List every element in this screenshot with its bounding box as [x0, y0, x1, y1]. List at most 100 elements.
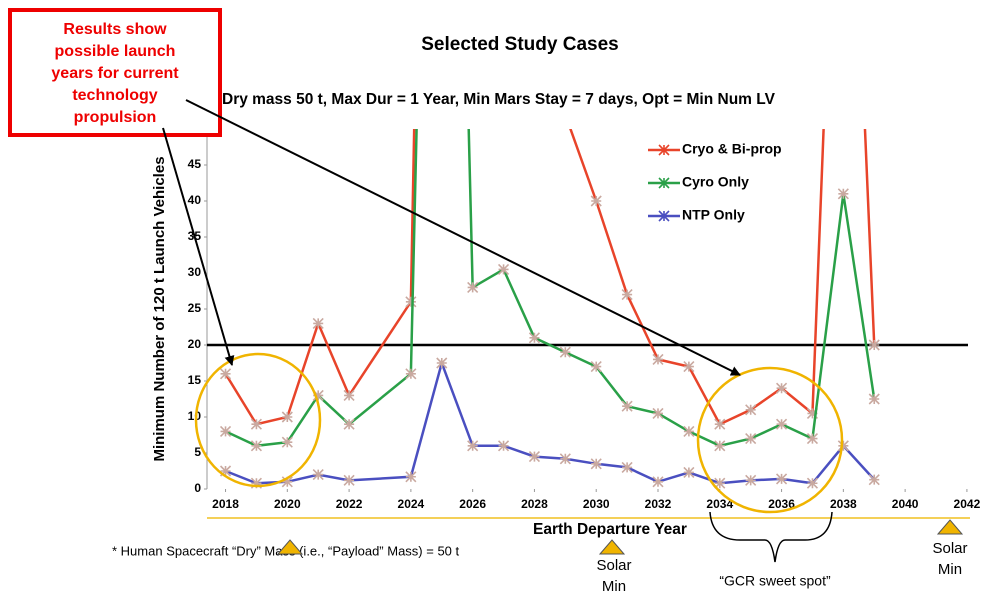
point-marker	[312, 317, 324, 329]
point-marker	[837, 440, 849, 452]
point-marker	[250, 440, 262, 452]
point-marker	[868, 339, 880, 351]
point-marker	[497, 440, 510, 452]
y-tick-label: 25	[188, 301, 202, 315]
x-tick-label: 2030	[583, 497, 610, 511]
x-tick-label: 2026	[459, 497, 486, 511]
point-marker	[745, 474, 757, 486]
point-marker	[528, 451, 541, 463]
point-marker	[312, 389, 324, 401]
point-marker	[559, 453, 571, 465]
point-marker	[343, 418, 355, 430]
point-marker	[405, 296, 417, 308]
series-line	[224, 129, 876, 426]
point-marker	[560, 110, 570, 120]
x-tick-label: 2018	[212, 497, 239, 511]
point-marker	[837, 188, 849, 200]
legend-label: Cryo & Bi-prop	[682, 141, 782, 157]
point-marker	[497, 263, 510, 275]
point-marker	[467, 281, 479, 293]
legend-label: NTP Only	[682, 207, 745, 223]
point-marker	[250, 418, 262, 430]
point-marker	[714, 418, 726, 430]
point-marker	[652, 407, 664, 419]
point-marker	[621, 289, 633, 301]
legend-marker	[658, 144, 670, 156]
arrow	[162, 127, 235, 366]
callout-text: technology	[72, 87, 157, 104]
point-marker	[281, 411, 293, 423]
point-marker	[436, 357, 448, 369]
point-marker	[714, 477, 726, 489]
y-tick-label: 20	[188, 337, 202, 351]
y-tick-label: 45	[188, 157, 202, 171]
point-marker	[590, 195, 602, 207]
x-tick-label: 2028	[521, 497, 548, 511]
solar-min-label: Min	[602, 578, 626, 595]
point-marker	[745, 404, 757, 416]
solar-min-triangle	[276, 539, 304, 555]
point-marker	[652, 353, 664, 365]
callout-box	[8, 8, 222, 137]
y-tick-label: 15	[188, 373, 202, 387]
point-marker	[745, 433, 757, 445]
series-group	[219, 110, 880, 489]
point-marker	[528, 332, 541, 344]
x-tick-label: 2020	[274, 497, 301, 511]
point-marker	[683, 361, 695, 373]
point-marker	[868, 474, 880, 486]
x-tick-label: 2040	[892, 497, 919, 511]
point-marker	[806, 407, 819, 419]
chart-subtitle: Dry mass 50 t, Max Dur = 1 Year, Min Mar…	[222, 91, 776, 108]
point-marker	[621, 400, 633, 412]
series-line	[225, 358, 876, 485]
point-marker	[219, 425, 232, 437]
point-marker	[312, 469, 324, 481]
point-marker	[281, 476, 293, 488]
point-marker	[250, 477, 262, 489]
point-marker	[868, 393, 880, 405]
point-marker	[405, 471, 417, 483]
x-tick-label: 2038	[830, 497, 857, 511]
point-marker	[343, 474, 355, 486]
point-marker	[806, 433, 819, 445]
point-marker	[683, 425, 695, 437]
callout-text: propulsion	[74, 109, 157, 126]
point-marker	[559, 346, 571, 358]
series-line	[225, 129, 876, 448]
point-marker	[776, 382, 788, 394]
point-marker	[343, 389, 355, 401]
y-tick-label: 30	[188, 265, 202, 279]
solar-min-label: Min	[938, 561, 962, 578]
point-marker	[590, 458, 602, 470]
y-tick-label: 0	[194, 481, 201, 495]
y-axis-label: Minimum Number of 120 t Launch Vehicles	[151, 156, 168, 461]
y-tick-label: 10	[188, 409, 202, 423]
point-marker	[219, 465, 232, 477]
highlight-circle	[194, 352, 322, 488]
point-marker	[467, 440, 479, 452]
gcr-note: “GCR sweet spot”	[719, 573, 831, 589]
point-marker	[776, 473, 788, 485]
chart-title: Selected Study Cases	[421, 34, 618, 55]
point-marker	[219, 368, 232, 380]
legend-marker	[658, 210, 670, 222]
point-marker	[652, 476, 664, 488]
point-marker	[405, 368, 417, 380]
x-tick-label: 2032	[645, 497, 672, 511]
highlight-circle	[696, 366, 844, 514]
x-tick-label: 2034	[706, 497, 733, 511]
callout-text: Results show	[63, 21, 167, 38]
solar-min-label: Solar	[596, 557, 631, 574]
callout-text: years for current	[51, 65, 179, 82]
point-marker	[621, 461, 633, 473]
y-tick-label: 5	[194, 445, 201, 459]
point-marker	[806, 477, 819, 489]
x-tick-label: 2042	[954, 497, 981, 511]
point-marker	[776, 418, 788, 430]
solar-min-triangle	[936, 519, 964, 535]
callout-text: possible launch	[55, 43, 176, 60]
point-marker	[714, 440, 726, 452]
x-tick-label: 2024	[398, 497, 425, 511]
